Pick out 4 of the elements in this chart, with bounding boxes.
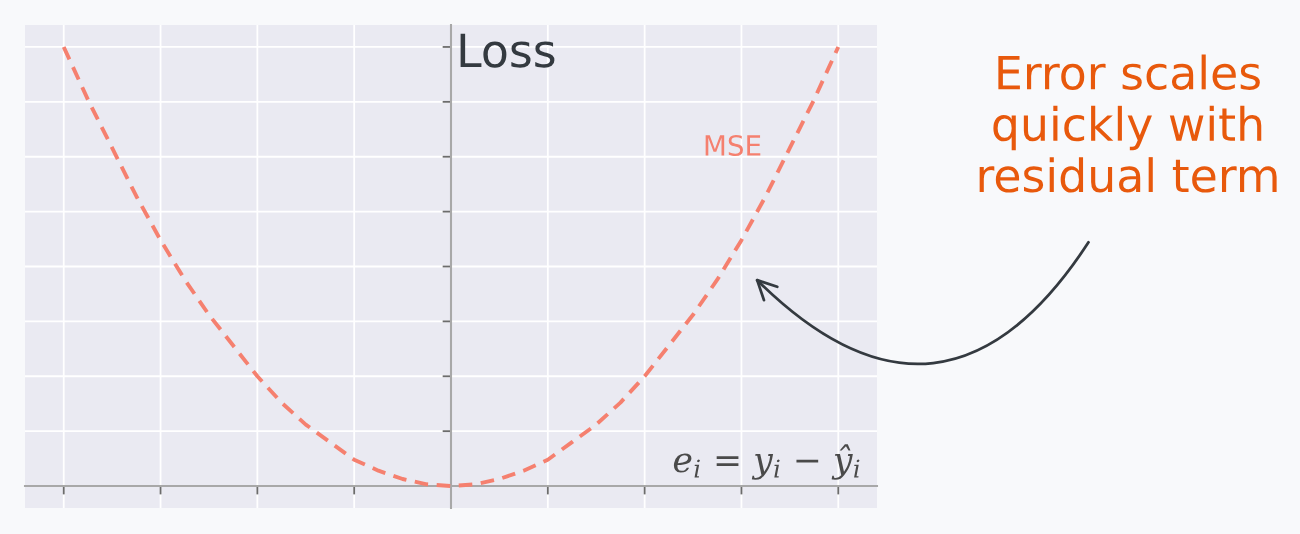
text: Error scales quickly with residual term: [979, 54, 1277, 193]
series-label: MSE: [705, 134, 761, 157]
y-axis-title: Loss: [460, 33, 555, 68]
x-axis-title: e$_{i}$ = y$_{i}$ − ŷ$_{i}$: [673, 444, 860, 480]
